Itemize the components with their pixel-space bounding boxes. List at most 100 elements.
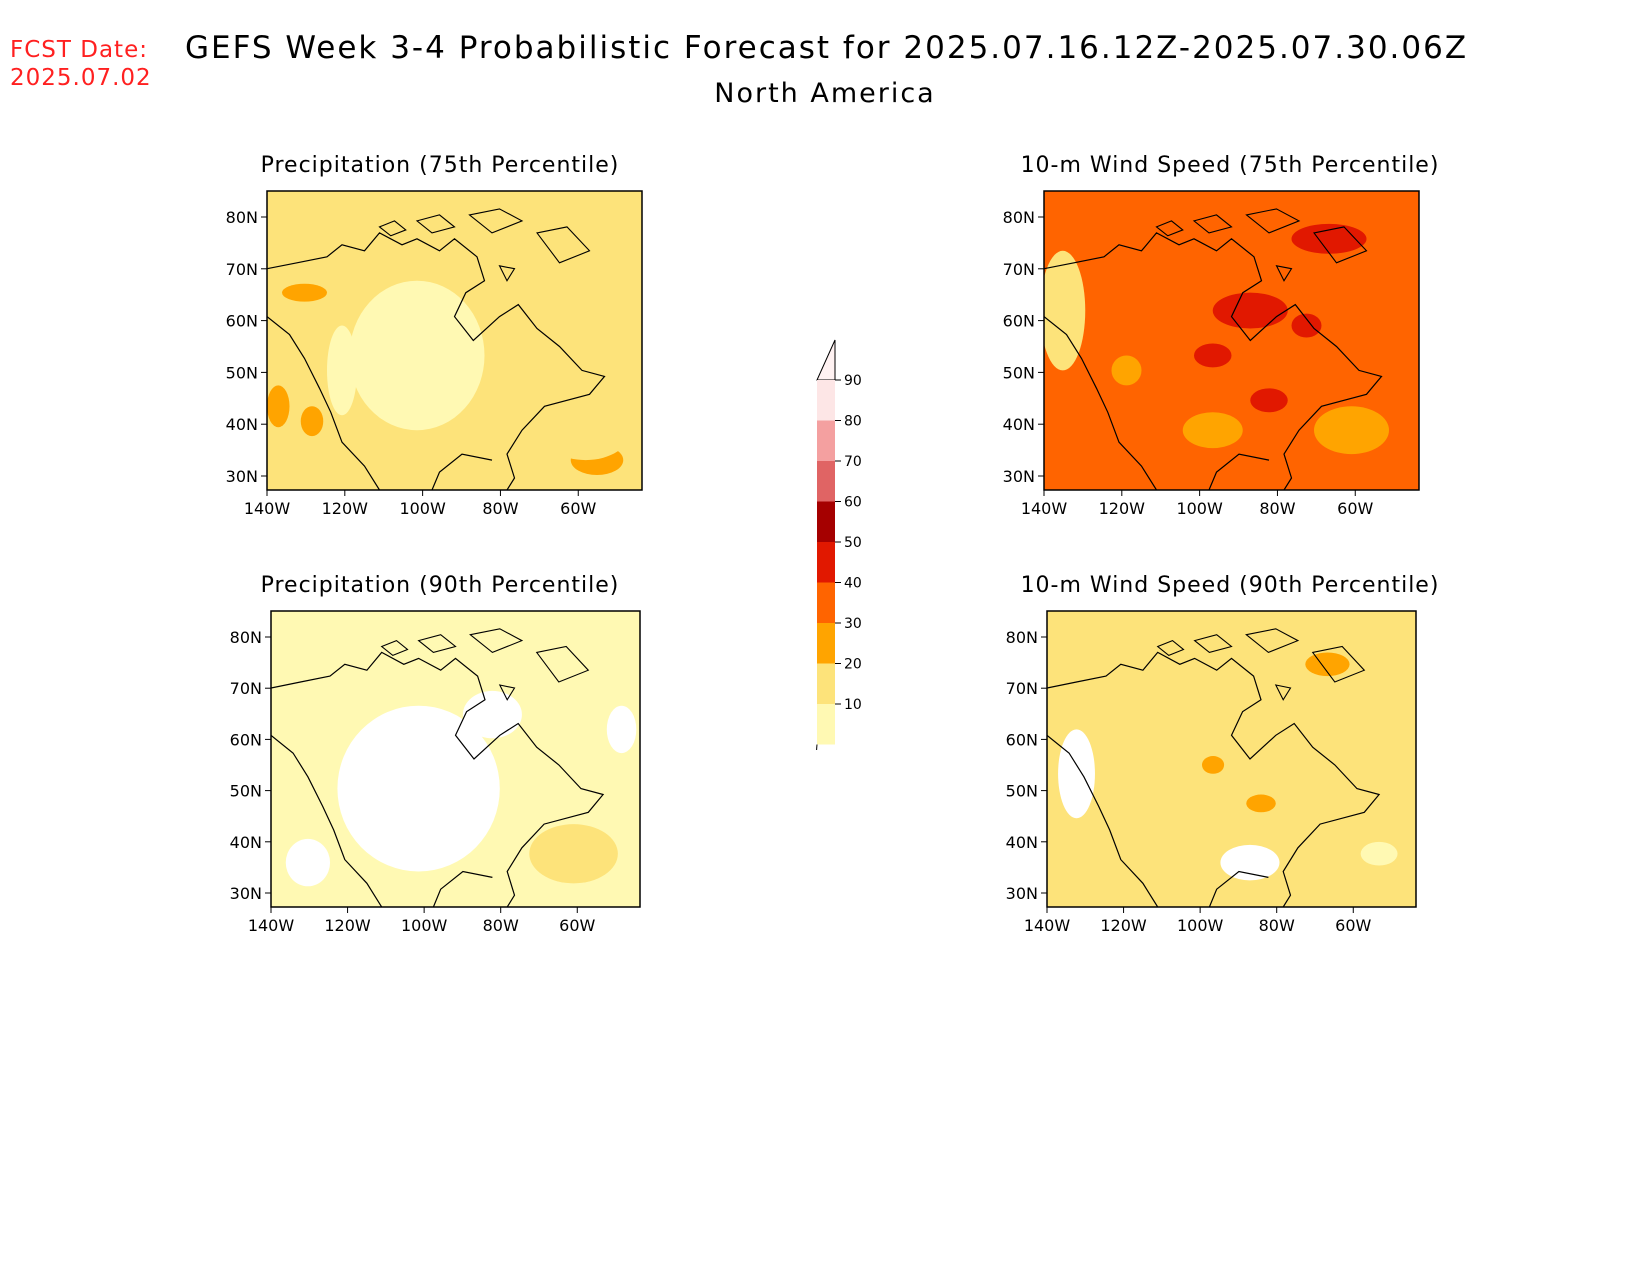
lon-tick-label: 60W	[1337, 499, 1373, 518]
map-shading-wind90	[1047, 628, 1398, 907]
shading-blob	[540, 400, 631, 461]
island-outline	[1274, 684, 1292, 701]
lon-tick-label: 80W	[1259, 499, 1295, 518]
legend-label: 60	[844, 495, 862, 511]
island-outline	[535, 645, 590, 683]
legend-label: 20	[844, 657, 862, 673]
island-outline	[1192, 214, 1233, 234]
map-frame	[270, 610, 641, 908]
map-shading-precip75	[267, 208, 631, 490]
coastline-east	[267, 232, 606, 490]
color-legend: 90 80 70 60 50 40 30 20 10	[816, 339, 862, 750]
lon-tick-label: 100W	[399, 499, 446, 518]
lon-tick-label: 140W	[1024, 916, 1071, 935]
legend-label: 30	[844, 616, 862, 632]
shading-blob	[1201, 756, 1225, 774]
legend-swatch	[817, 461, 835, 502]
lat-tick-label: 70N	[1006, 679, 1038, 698]
map-wind90: 80N 70N 60N 50N 40N 30N 140W 120W 100W 80W 60W	[1006, 610, 1417, 935]
lat-tick-label: 30N	[226, 467, 258, 486]
island-outline	[536, 226, 591, 264]
lat-tick-label: 60N	[1006, 730, 1038, 749]
legend-label: 70	[844, 454, 862, 470]
forecast-date-value: 2025.07.02	[10, 65, 152, 91]
legend-label: 40	[844, 576, 862, 592]
island-outline	[498, 684, 516, 701]
legend-swatch	[817, 582, 835, 623]
shading-blob	[529, 824, 618, 884]
shading-blob	[349, 280, 485, 431]
island-outline	[1193, 634, 1233, 654]
lon-tick-label: 140W	[244, 499, 291, 518]
lat-tick-label: 60N	[226, 312, 258, 331]
coastline-east	[1044, 232, 1383, 490]
lat-tick-label: 40N	[1003, 415, 1035, 434]
coastline-gulf	[431, 453, 493, 490]
shading-blob	[327, 325, 357, 416]
coastline-west	[267, 316, 381, 490]
shading-blob	[337, 705, 500, 872]
legend-swatch	[817, 420, 835, 461]
map-precip75: 80N 70N 60N 50N 40N 30N 140W 120W 100W 80W 60W	[226, 190, 643, 518]
lat-tick-label: 60N	[230, 730, 262, 749]
shading-blob	[1305, 652, 1350, 677]
lon-tick-label: 100W	[401, 916, 448, 935]
lon-tick-label: 80W	[482, 499, 518, 518]
legend-bottom-arrow	[816, 744, 818, 750]
lat-tick-label: 80N	[230, 628, 262, 647]
lon-tick-label: 80W	[483, 916, 519, 935]
legend-label: 90	[844, 373, 862, 389]
shading-blob	[267, 385, 290, 428]
lon-tick-label: 60W	[560, 499, 596, 518]
coastline-gulf	[1208, 870, 1269, 907]
shading-blob	[1360, 841, 1398, 866]
map-shading-wind75	[1044, 208, 1389, 490]
lat-tick-label: 70N	[1003, 260, 1035, 279]
island-outline	[1311, 645, 1366, 683]
lon-tick-label: 120W	[1099, 499, 1146, 518]
coastline-west	[271, 734, 383, 907]
shading-blob	[1220, 844, 1280, 881]
shading-blob	[1212, 292, 1288, 329]
island-outline	[498, 265, 516, 282]
legend-swatch	[817, 501, 835, 542]
panel-title-precip90: Precipitation (90th Percentile)	[260, 573, 620, 598]
coastline-gulf	[1208, 453, 1270, 490]
lat-tick-label: 40N	[230, 833, 262, 852]
shading-blob	[462, 690, 522, 739]
lat-tick-label: 30N	[1003, 467, 1035, 486]
coastline-west	[1044, 316, 1158, 490]
map-precip90: 80N 70N 60N 50N 40N 30N 140W 120W 100W 80W 60W	[230, 610, 641, 935]
lon-tick-label: 140W	[248, 916, 295, 935]
lat-tick-label: 80N	[226, 208, 258, 227]
island-outline	[417, 634, 457, 654]
island-outline	[1245, 628, 1300, 654]
shading-blob	[1182, 412, 1243, 449]
map-shading-precip90	[271, 628, 637, 907]
lat-tick-label: 40N	[1006, 833, 1038, 852]
lon-tick-label: 60W	[1335, 916, 1371, 935]
lat-tick-label: 30N	[1006, 884, 1038, 903]
shading-blob	[1246, 794, 1276, 813]
island-outline	[1156, 639, 1185, 657]
coastline-gulf	[432, 870, 493, 907]
island-outline	[1275, 265, 1293, 282]
lat-tick-label: 80N	[1003, 208, 1035, 227]
island-outline	[378, 220, 407, 237]
shading-blob	[1058, 729, 1095, 819]
lon-tick-label: 120W	[324, 916, 371, 935]
island-outline	[380, 639, 409, 657]
lon-tick-label: 120W	[322, 499, 369, 518]
legend-swatch	[817, 542, 835, 583]
lat-tick-label: 60N	[1003, 312, 1035, 331]
page-title: GEFS Week 3-4 Probabilistic Forecast for…	[185, 30, 1469, 66]
map-frame	[1046, 610, 1417, 908]
shading-blob	[1194, 343, 1232, 368]
legend-swatch	[817, 663, 835, 704]
legend-swatch	[817, 623, 835, 664]
legend-label: 10	[844, 697, 862, 713]
forecast-date-label: FCST Date:	[10, 37, 148, 63]
lon-tick-label: 140W	[1021, 499, 1068, 518]
lon-tick-label: 60W	[559, 916, 595, 935]
island-outline	[1155, 220, 1184, 237]
